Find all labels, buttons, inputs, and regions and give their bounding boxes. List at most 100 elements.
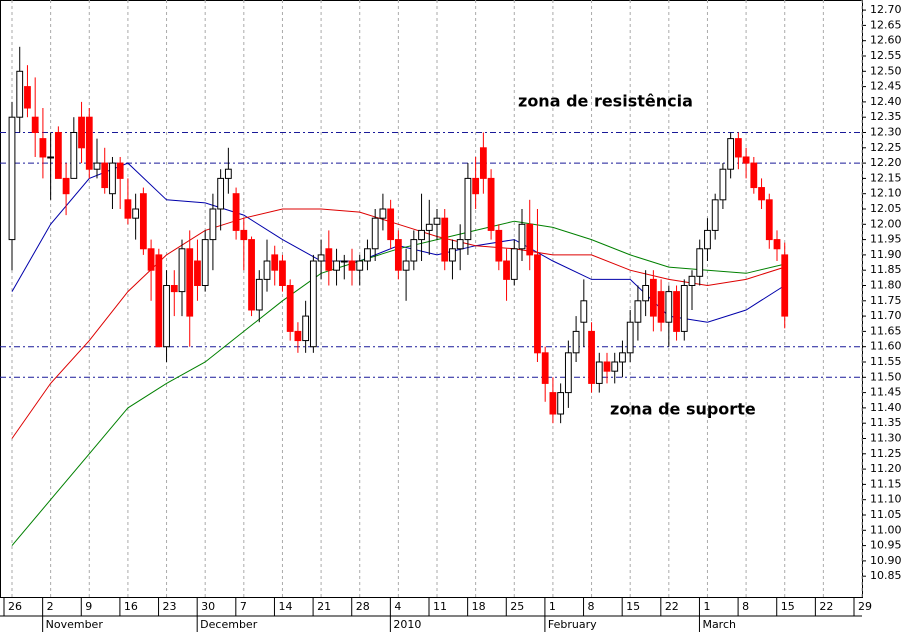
candle-body [541,352,549,384]
candle-body [719,168,727,201]
candle-body [734,138,742,158]
candle-body [201,239,209,286]
y-tick-label: 12.45 [870,80,902,93]
y-tick-label: 11.90 [870,248,902,261]
candle-body [449,248,456,262]
candle-body [657,291,665,323]
candle-body [441,217,449,262]
y-tick-label: 12.20 [870,156,902,169]
y-tick-label: 10.90 [870,554,902,567]
y-tick-label: 12.50 [870,64,902,77]
y-tick-label: 12.15 [870,171,902,184]
candle-body [217,177,225,210]
y-tick-label: 11.15 [870,477,902,490]
candle-body [510,248,518,280]
month-label: 2010 [393,618,421,631]
month-label: February [548,618,597,631]
candle-body [410,239,418,262]
candle-body [70,131,78,179]
y-tick-label: 12.65 [870,18,902,31]
candle-body [101,162,109,189]
candle-body [116,162,124,179]
y-tick-label: 11.45 [870,386,902,399]
y-tick-label: 12.30 [870,125,902,138]
candle-body [271,254,279,271]
candle-body [279,260,286,286]
y-tick-label: 11.85 [870,263,902,276]
x-tick-label: 26 [8,600,22,613]
candle-body [781,254,789,317]
y-tick-label: 11.55 [870,355,902,368]
x-tick-label: 30 [201,600,215,613]
x-tick-label: 8 [742,600,749,613]
candle-body [232,193,240,231]
x-tick-label: 28 [356,600,370,613]
candle-body [433,217,441,225]
candle-body [248,239,255,311]
candle-body [688,275,696,286]
candle-body [580,300,588,323]
candle-body [178,248,186,293]
candle-body [479,147,487,179]
x-tick-label: 15 [781,600,795,613]
x-tick-label: 29 [858,600,872,613]
x-tick-label: 15 [626,600,640,613]
candle-body [302,315,310,342]
candle-body [348,260,356,271]
candle-body [673,291,680,332]
x-tick-label: 23 [163,600,177,613]
candle-body [665,291,673,323]
candle-body [418,229,425,241]
candle-body [387,208,395,241]
candle-body [85,116,93,170]
candle-body [727,138,735,170]
candle-body [487,177,495,231]
candle-body [464,177,472,241]
y-tick-label: 11.40 [870,401,902,414]
candle-body [78,116,85,149]
annotation: zona de resistência [518,92,693,111]
y-tick-label: 12.40 [870,95,902,108]
candle-body [8,116,16,241]
candle-body [209,208,217,241]
candle-body [750,162,758,189]
candle-body [54,131,62,179]
x-tick-label: 11 [433,600,447,613]
candle-body [503,260,510,280]
candle-body [456,239,464,250]
candle-body [294,330,302,342]
candle-body [186,248,194,317]
y-tick-label: 12.25 [870,141,902,154]
candle-body [526,223,534,256]
plot-frame [0,0,863,598]
x-tick-label: 7 [240,600,247,613]
candle-body [611,361,619,372]
y-tick-label: 11.65 [870,324,902,337]
x-tick-label: 16 [124,600,138,613]
candle-body [155,254,163,348]
candle-body [286,284,294,332]
candle-body [62,177,70,195]
candle-body [472,177,480,195]
candle-body [194,260,201,286]
y-tick-label: 11.20 [870,462,902,475]
candle-body [742,156,750,164]
candle-body [333,260,340,271]
month-label: December [200,618,258,631]
x-tick-label: 14 [278,600,292,613]
candle-body [696,248,704,277]
x-tick-label: 25 [510,600,524,613]
x-tick-label: 22 [665,600,679,613]
candle-body [340,260,348,263]
y-tick-label: 12.60 [870,34,902,47]
candle-body [394,239,402,271]
y-tick-label: 11.95 [870,233,902,246]
x-tick-label: 9 [85,600,92,613]
y-tick-label: 10.85 [870,569,902,582]
x-tick-label: 4 [394,600,401,613]
x-tick-label: 18 [472,600,486,613]
y-tick-label: 12.05 [870,202,902,215]
y-tick-label: 11.35 [870,416,902,429]
y-tick-label: 11.05 [870,508,902,521]
candle-body [93,162,101,170]
